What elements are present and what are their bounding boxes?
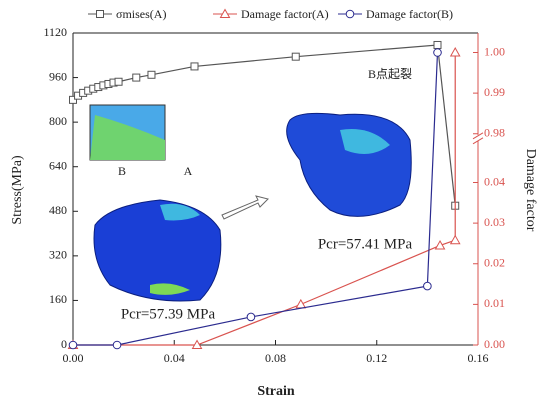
- y-tick-label: 800: [49, 114, 67, 128]
- y2-tick-label: 0.03: [484, 215, 505, 229]
- data-point: [434, 41, 441, 48]
- y-tick-label: 320: [49, 248, 67, 262]
- legend-label: Damage factor(A): [241, 7, 329, 21]
- legend-marker: [346, 10, 354, 18]
- y2-tick-label: 0.98: [484, 126, 505, 140]
- y-tick-label: 480: [49, 203, 67, 217]
- model-image: [287, 113, 412, 216]
- legend-label: σmises(A): [116, 7, 166, 21]
- y2-tick-label: 0.99: [484, 85, 505, 99]
- data-point: [451, 48, 460, 56]
- y-tick-label: 160: [49, 292, 67, 306]
- annotation: B: [118, 164, 126, 178]
- legend-marker: [97, 11, 104, 18]
- x-tick-label: 0.04: [164, 351, 185, 365]
- y-axis-title: Stress(MPa): [10, 155, 25, 225]
- data-point: [247, 313, 255, 321]
- data-point: [296, 300, 305, 308]
- y2-tick-label: 0.04: [484, 174, 505, 188]
- y-tick-label: 0: [61, 337, 67, 351]
- y2-tick-label: 0.02: [484, 256, 505, 270]
- legend-label: Damage factor(B): [366, 7, 453, 21]
- chart: 0.00 0.04 0.08 0.12 0.16 0 160 320 480 640 800 960 1…: [0, 0, 542, 401]
- data-point: [191, 63, 198, 70]
- model-image: [90, 105, 221, 301]
- x-tick-label: 0.08: [265, 351, 286, 365]
- data-point: [115, 78, 122, 85]
- x-tick-label: 0.12: [366, 351, 387, 365]
- data-point: [113, 341, 121, 349]
- data-point: [148, 71, 155, 78]
- y2-tick-label: 1.00: [484, 44, 505, 58]
- data-point: [69, 341, 77, 349]
- y2-axis-title: Damage factor: [523, 149, 538, 232]
- annotation: Pcr=57.39 MPa: [121, 306, 216, 322]
- x-tick-label: 0.00: [63, 351, 84, 365]
- x-axis-title: Strain: [257, 384, 295, 399]
- annotation: B点起裂: [368, 67, 412, 81]
- y-tick-label: 960: [49, 69, 67, 83]
- data-point: [434, 49, 442, 57]
- annotation: Pcr=57.41 MPa: [318, 236, 413, 252]
- arrow-shape: [222, 196, 268, 219]
- annotation: A: [184, 164, 193, 178]
- y2-tick-label: 0.01: [484, 296, 505, 310]
- data-point: [424, 282, 432, 290]
- x-tick-label: 0.16: [468, 351, 489, 365]
- data-point: [451, 236, 460, 244]
- y2-tick-label: 0.00: [484, 337, 505, 351]
- y-tick-label: 1120: [43, 25, 67, 39]
- data-point: [133, 74, 140, 81]
- data-point: [292, 53, 299, 60]
- y-tick-label: 640: [49, 158, 67, 172]
